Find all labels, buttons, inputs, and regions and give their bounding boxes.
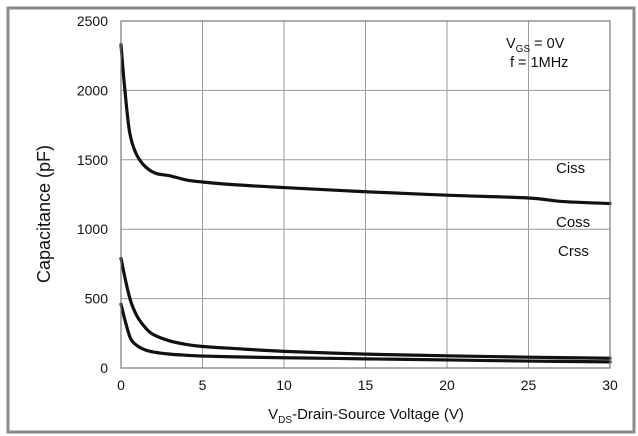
y-tick-labels: 0 500 1000 1500 2000 2500	[77, 13, 108, 376]
series-label-crss: Crss	[558, 243, 589, 260]
y-tick-label: 1500	[77, 152, 108, 168]
y-tick-label: 2000	[77, 82, 108, 98]
series-line-crss	[119, 302, 612, 364]
y-tick-label: 2500	[77, 13, 108, 29]
annotation-vgs: VGS = 0V	[506, 36, 565, 55]
y-tick-label: 0	[100, 360, 108, 376]
series-labels: Ciss Coss Crss	[556, 160, 590, 260]
series-lines	[119, 43, 612, 364]
x-axis-label: VDS-Drain-Source Voltage (V)	[268, 406, 464, 426]
x-tick-labels: 0 5 10 15 20 25 30	[117, 377, 618, 393]
x-tick-label: 30	[602, 377, 618, 393]
x-tick-label: 10	[276, 377, 292, 393]
grid	[121, 21, 610, 368]
series-line-ciss	[119, 43, 612, 206]
x-tick-label: 25	[521, 377, 537, 393]
series-line-coss	[119, 256, 612, 360]
x-tick-label: 20	[439, 377, 455, 393]
x-tick-label: 0	[117, 377, 125, 393]
y-axis-label: Capacitance (pF)	[34, 145, 54, 283]
y-tick-label: 1000	[77, 221, 108, 237]
series-label-coss: Coss	[556, 214, 590, 231]
x-tick-label: 5	[199, 377, 207, 393]
plot-area-border	[120, 20, 611, 369]
y-tick-label: 500	[85, 291, 109, 307]
x-tick-label: 15	[358, 377, 374, 393]
series-label-ciss: Ciss	[556, 160, 585, 177]
annotation-frequency: f = 1MHz	[510, 55, 568, 71]
